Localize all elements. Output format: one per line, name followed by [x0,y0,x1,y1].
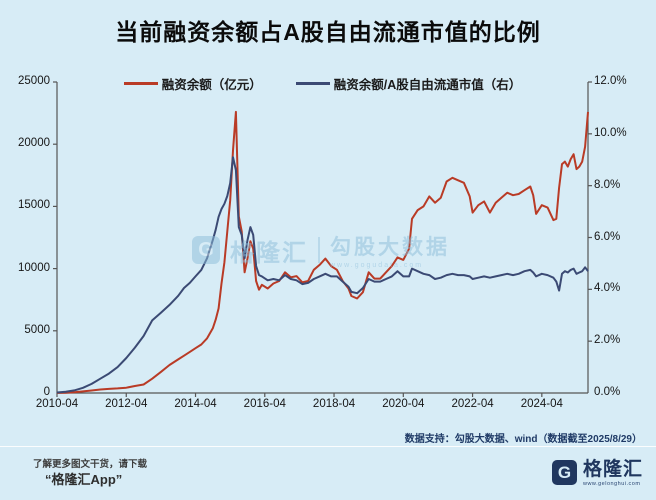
y-axis-left-tick-label: 10000 [18,261,50,274]
gelonghui-brand-text-block: 格隆汇 www.gelonghui.com [582,459,643,487]
y-axis-left-tick-label: 25000 [18,75,50,87]
footer-divider-line [0,446,656,447]
legend-label-ratio: 融资余额/A股自由流通市值（右） [333,78,522,92]
promo-text-app-name: “格隆汇App” [45,472,123,487]
legend-swatch-red-line [123,81,158,86]
y-axis-left-tick-label: 15000 [18,199,50,212]
gelonghui-brand-name: 格隆汇 [582,459,643,480]
x-axis-tick-label: 2018-04 [312,398,356,410]
legend-swatch-navy-line [295,81,330,86]
y-axis-right-tick-label: 0.0% [594,386,621,398]
legend-label-margin-balance: 融资余额（亿元） [161,78,262,92]
page-title: 当前融资余额占A股自由流通市值的比例 [115,19,541,45]
promo-text-line1: 了解更多图文干货，请下载 [33,459,148,470]
legend-item-ratio: 融资余额/A股自由流通市值（右） [295,74,522,93]
data-source-note: 数据支持：勾股大数据、wind（数据截至2025/8/29） [404,434,642,445]
x-axis-tick-label: 2022-04 [451,398,494,410]
y-axis-left-tick-label: 5000 [24,323,50,336]
x-axis-tick-label: 2024-04 [520,398,563,410]
chart-legend: 融资余额（亿元） 融资余额/A股自由流通市值（右） [57,74,588,93]
gelonghui-logo-icon: G [551,460,577,485]
gelonghui-brand-url: www.gelonghui.com [582,480,641,487]
x-axis-tick-label: 2016-04 [243,398,286,410]
y-axis-right-tick-label: 6.0% [594,230,621,243]
y-axis-left-tick-label: 20000 [18,137,50,150]
gelonghui-brand-logo: G 格隆汇 www.gelonghui.com [551,459,643,487]
y-axis-right-tick-label: 8.0% [594,178,621,191]
y-axis-right-tick-label: 4.0% [594,282,621,295]
x-axis-tick-label: 2020-04 [382,398,425,410]
series-ratio-line [56,156,589,394]
y-axis-left-tick-label: 0 [43,386,50,398]
series-margin-balance-line [56,110,589,394]
y-axis-right-tick-label: 2.0% [594,334,621,347]
y-axis-right-tick-label: 10.0% [594,126,627,139]
x-axis-tick-label: 2012-04 [105,398,148,410]
legend-item-margin-balance: 融资余额（亿元） [123,74,262,93]
y-axis-right-tick-label: 12.0% [594,75,627,87]
x-axis-tick-label: 2014-04 [174,398,217,410]
x-axis-tick-label: 2010-04 [35,398,79,410]
